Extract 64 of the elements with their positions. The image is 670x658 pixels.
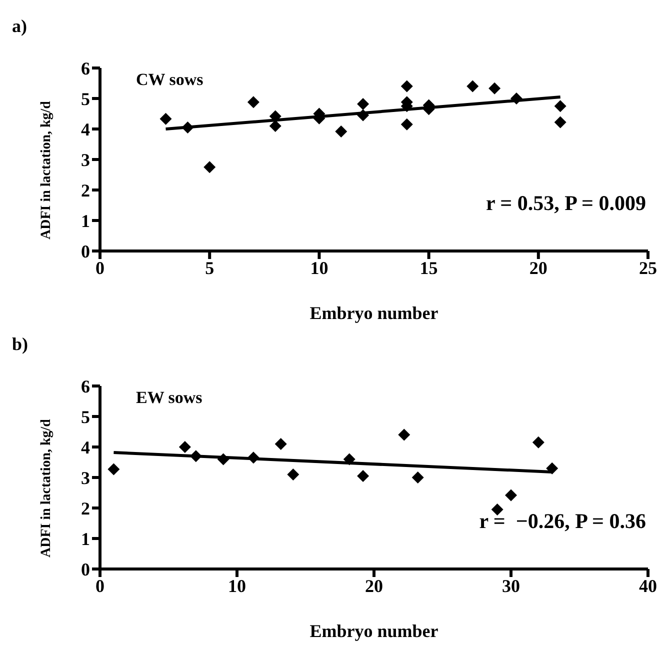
point: [357, 109, 370, 122]
point: [398, 428, 410, 441]
x-tick-label: 15: [420, 258, 438, 278]
x-tick-label: 10: [228, 576, 246, 596]
point: [160, 112, 172, 125]
point: [510, 92, 522, 104]
x-tick-label: 10: [310, 258, 328, 278]
x-tick-label: 0: [96, 258, 104, 278]
point: [190, 450, 202, 462]
point: [532, 436, 544, 448]
y-tick-label: 0: [81, 559, 90, 580]
y-tick-label: 1: [81, 528, 90, 549]
point: [546, 462, 558, 474]
y-tick-label: 4: [81, 119, 90, 140]
point: [204, 161, 216, 174]
annotation: r = −0.26, P = 0.36: [479, 509, 646, 534]
point: [357, 470, 370, 482]
point: [182, 121, 194, 134]
y-tick-label: 5: [81, 88, 90, 109]
point: [217, 453, 230, 466]
y-tick-label: 3: [81, 150, 90, 170]
point: [554, 100, 566, 112]
y-tick-label: 4: [81, 437, 90, 458]
point: [247, 96, 260, 108]
chart-title: a): [12, 16, 27, 37]
y-tick-label: 2: [81, 180, 90, 200]
x-tick-label: 40: [639, 576, 657, 596]
x-tick-label: 20: [365, 576, 383, 596]
y-tick-label: 3: [81, 468, 90, 488]
annotation: CW sows: [136, 70, 204, 90]
point: [554, 116, 566, 128]
point: [178, 441, 191, 453]
x-tick-label: 20: [529, 258, 548, 278]
x-tick-label: 25: [639, 258, 657, 278]
point: [287, 468, 300, 480]
point: [412, 472, 424, 484]
point: [400, 118, 413, 130]
y-tick-label: 6: [81, 58, 90, 78]
annotation: r = 0.53, P = 0.009: [486, 191, 646, 216]
point: [491, 504, 504, 516]
point: [357, 98, 370, 110]
y-axis-title: ADFI in lactation, kg/d: [38, 100, 54, 240]
x-tick-label: 0: [96, 576, 104, 596]
point: [343, 453, 356, 466]
annotation: EW sows: [136, 388, 202, 408]
x-tick-label: 30: [502, 576, 520, 596]
point: [400, 80, 413, 92]
x-tick-label: 5: [205, 258, 214, 278]
y-tick-label: 1: [81, 210, 90, 231]
chart-title: b): [12, 334, 28, 355]
x-axis-title: Embryo number: [310, 303, 438, 323]
point: [335, 125, 348, 138]
y-tick-label: 0: [81, 241, 90, 262]
y-tick-label: 6: [81, 376, 90, 396]
y-tick-label: 2: [81, 498, 90, 518]
x-axis-title: Embryo number: [310, 621, 438, 641]
point: [274, 438, 287, 450]
point: [466, 80, 479, 92]
y-axis-title: ADFI in lactation, kg/d: [38, 418, 54, 558]
point: [108, 463, 120, 476]
point: [247, 452, 260, 464]
point: [488, 82, 501, 94]
point: [505, 489, 517, 502]
y-tick-label: 5: [81, 406, 90, 427]
